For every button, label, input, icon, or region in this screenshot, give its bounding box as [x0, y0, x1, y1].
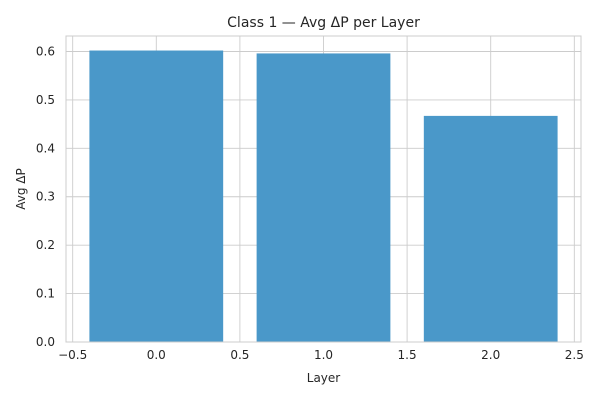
y-tick-label: 0.3	[36, 190, 55, 204]
y-axis-label: Avg ΔP	[14, 168, 28, 209]
y-tick-label: 0.1	[36, 287, 55, 301]
bar-0	[89, 50, 224, 342]
x-axis-label: Layer	[307, 371, 341, 385]
y-tick-label: 0.0	[36, 335, 55, 349]
x-tick-label: 2.0	[481, 348, 500, 362]
y-tick-labels: 0.0 0.1 0.2 0.3 0.4 0.5 0.6	[36, 44, 55, 349]
x-tick-label: 2.5	[565, 348, 584, 362]
x-tick-label: −0.5	[58, 348, 87, 362]
y-tick-label: 0.2	[36, 238, 55, 252]
y-tick-label: 0.6	[36, 44, 55, 58]
y-tick-label: 0.4	[36, 141, 55, 155]
x-tick-labels: −0.5 0.0 0.5 1.0 1.5 2.0 2.5	[58, 348, 584, 362]
chart-title: Class 1 — Avg ΔP per Layer	[227, 15, 420, 31]
bar-1	[256, 53, 391, 342]
x-tick-label: 1.0	[314, 348, 333, 362]
bars	[89, 50, 558, 342]
x-tick-label: 0.0	[147, 348, 166, 362]
plot-frame	[65, 35, 582, 343]
bar-2	[423, 115, 558, 342]
x-tick-label: 0.5	[230, 348, 249, 362]
y-tick-label: 0.5	[36, 93, 55, 107]
x-tick-label: 1.5	[398, 348, 417, 362]
